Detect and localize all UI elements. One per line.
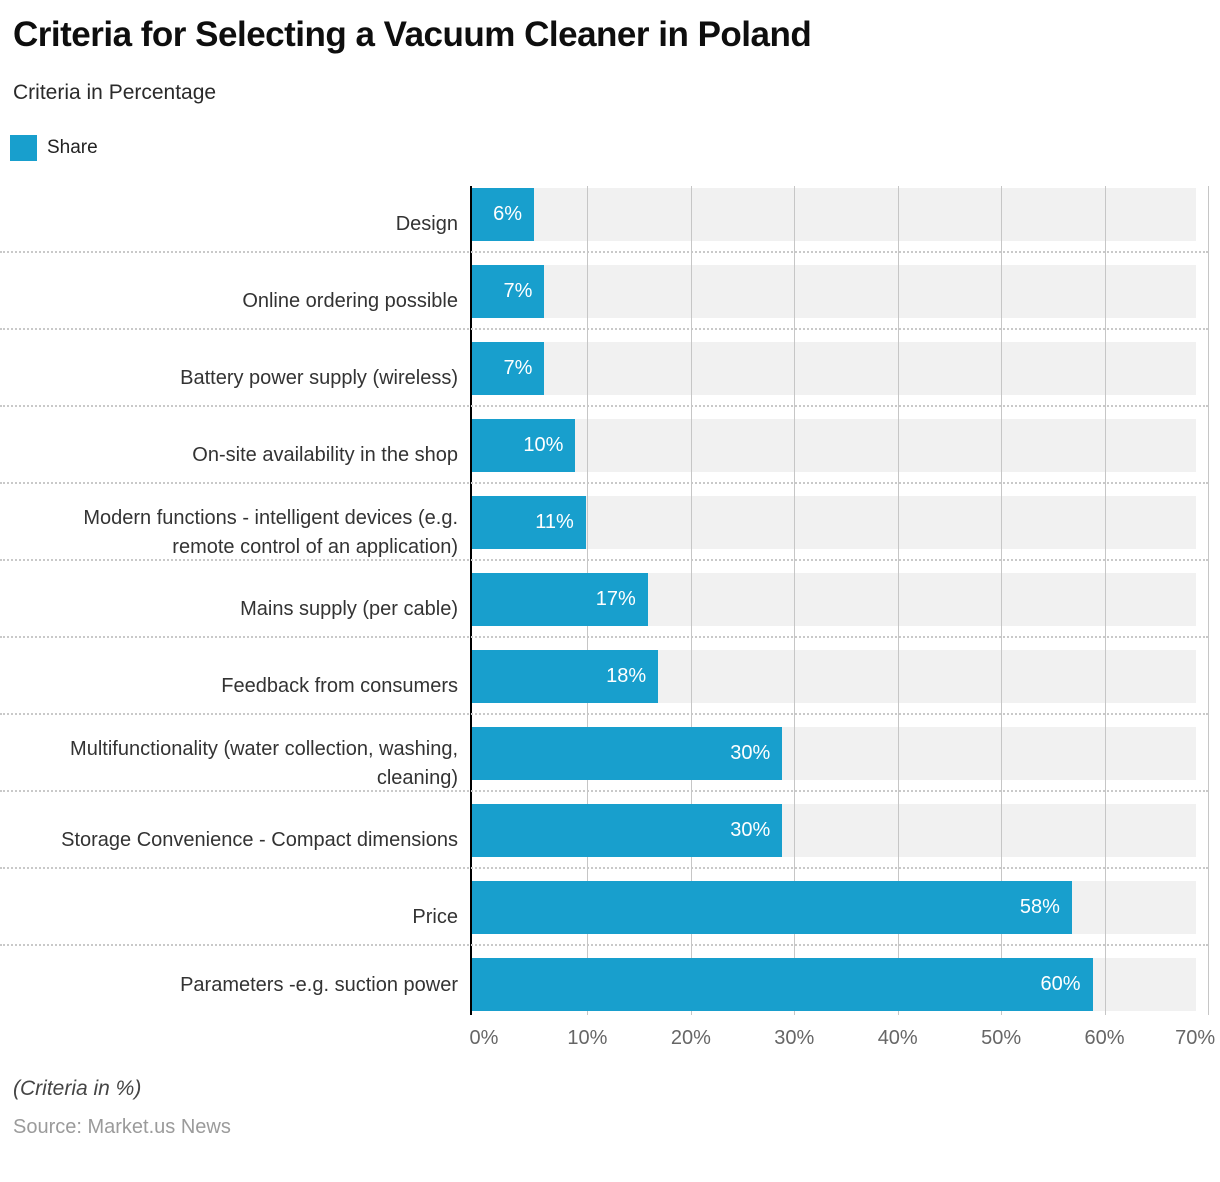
bar-row: Feedback from consumers 18% bbox=[0, 648, 1208, 725]
value-label: 7% bbox=[503, 357, 533, 379]
category-label: Online ordering possible bbox=[242, 290, 458, 312]
chart-page: Criteria for Selecting a Vacuum Cleaner … bbox=[0, 14, 1220, 1182]
value-label: 11% bbox=[535, 511, 574, 533]
x-tick-label: 30% bbox=[774, 1027, 815, 1049]
row-band bbox=[472, 342, 1196, 395]
bar-row: Price 58% bbox=[0, 879, 1208, 956]
category-label: Multifunctionality (water collection, wa… bbox=[70, 737, 458, 789]
axis-note: (Criteria in %) bbox=[13, 1077, 142, 1100]
bar[interactable]: 10% bbox=[472, 419, 576, 472]
bar[interactable]: 17% bbox=[472, 573, 648, 626]
value-label: 10% bbox=[523, 434, 564, 456]
category-label: Mains supply (per cable) bbox=[240, 598, 458, 620]
bar[interactable]: 30% bbox=[472, 804, 783, 857]
bar-row: Mains supply (per cable) 17% bbox=[0, 571, 1208, 648]
plot-cell: 7% bbox=[470, 263, 1196, 340]
value-label: 17% bbox=[595, 588, 636, 610]
source-credit: Source: Market.us News bbox=[13, 1116, 231, 1138]
x-tick-label: 40% bbox=[877, 1027, 918, 1049]
x-tick-label: 20% bbox=[670, 1027, 711, 1049]
x-tick-label: 50% bbox=[981, 1027, 1022, 1049]
plot-cell: 18% bbox=[470, 648, 1196, 725]
row-band bbox=[472, 265, 1196, 318]
value-label: 18% bbox=[606, 665, 647, 687]
bar[interactable]: 7% bbox=[472, 265, 545, 318]
x-tick-label: 60% bbox=[1084, 1027, 1125, 1049]
plot-cell: 6% bbox=[470, 186, 1196, 263]
plot-cell: 58% bbox=[470, 879, 1196, 956]
bar[interactable]: 60% bbox=[472, 958, 1093, 1011]
value-label: 30% bbox=[730, 742, 771, 764]
value-label: 6% bbox=[493, 203, 523, 225]
bar-row: Online ordering possible 7% bbox=[0, 263, 1208, 340]
value-label: 30% bbox=[730, 819, 771, 841]
bar[interactable]: 7% bbox=[472, 342, 545, 395]
category-label: Battery power supply (wireless) bbox=[180, 367, 458, 389]
category-label: Feedback from consumers bbox=[221, 675, 458, 697]
plot-cell: 11% bbox=[470, 494, 1196, 571]
plot-cell: 10% bbox=[470, 417, 1196, 494]
row-band bbox=[472, 419, 1196, 472]
bar-row: On-site availability in the shop 10% bbox=[0, 417, 1208, 494]
category-label: Design bbox=[395, 213, 458, 235]
bar-row: Parameters -e.g. suction power 60% bbox=[0, 956, 1208, 1015]
category-label: Modern functions - intelligent devices (… bbox=[83, 506, 458, 558]
value-label: 7% bbox=[503, 280, 533, 302]
bar[interactable]: 30% bbox=[472, 727, 783, 780]
bar-row: Multifunctionality (water collection, wa… bbox=[0, 725, 1208, 802]
x-tick-label: 70% bbox=[1175, 1027, 1216, 1049]
plot-cell: 17% bbox=[470, 571, 1196, 648]
bar-row: Battery power supply (wireless) 7% bbox=[0, 340, 1208, 417]
bar[interactable]: 58% bbox=[472, 881, 1072, 934]
bar[interactable]: 6% bbox=[472, 188, 535, 241]
value-label: 60% bbox=[1040, 973, 1081, 995]
bar-rows: Design 6% Online ordering possible 7% Batter… bbox=[0, 186, 1208, 1015]
bar-row: Modern functions - intelligent devices (… bbox=[0, 494, 1208, 571]
row-band bbox=[472, 496, 1196, 549]
bar-row: Design 6% bbox=[0, 186, 1208, 263]
category-label: Storage Convenience - Compact dimensions bbox=[61, 829, 458, 851]
plot-cell: 60% bbox=[470, 956, 1196, 1015]
value-label: 58% bbox=[1019, 896, 1060, 918]
x-axis: 0% 10% 20% 30% 40% 50% 60% 70% bbox=[470, 1015, 1216, 1055]
x-tick-label: 0% bbox=[469, 1027, 499, 1049]
legend: Share bbox=[10, 135, 1220, 161]
bar[interactable]: 18% bbox=[472, 650, 659, 703]
chart-subtitle: Criteria in Percentage bbox=[13, 81, 217, 104]
row-band bbox=[472, 188, 1196, 241]
x-tick-label: 10% bbox=[567, 1027, 608, 1049]
bar[interactable]: 11% bbox=[472, 496, 586, 549]
plot-cell: 30% bbox=[470, 802, 1196, 879]
plot-cell: 7% bbox=[470, 340, 1196, 417]
category-label: Parameters -e.g. suction power bbox=[180, 974, 458, 996]
category-label: Price bbox=[412, 906, 458, 928]
legend-swatch-icon[interactable] bbox=[10, 135, 37, 161]
legend-label[interactable]: Share bbox=[47, 137, 98, 158]
bar-row: Storage Convenience - Compact dimensions… bbox=[0, 802, 1208, 879]
chart-title: Criteria for Selecting a Vacuum Cleaner … bbox=[13, 15, 812, 54]
plot-cell: 30% bbox=[470, 725, 1196, 802]
gridline bbox=[1208, 186, 1209, 1015]
bar-chart: Design 6% Online ordering possible 7% Batter… bbox=[0, 186, 1216, 1055]
category-label: On-site availability in the shop bbox=[192, 444, 458, 466]
